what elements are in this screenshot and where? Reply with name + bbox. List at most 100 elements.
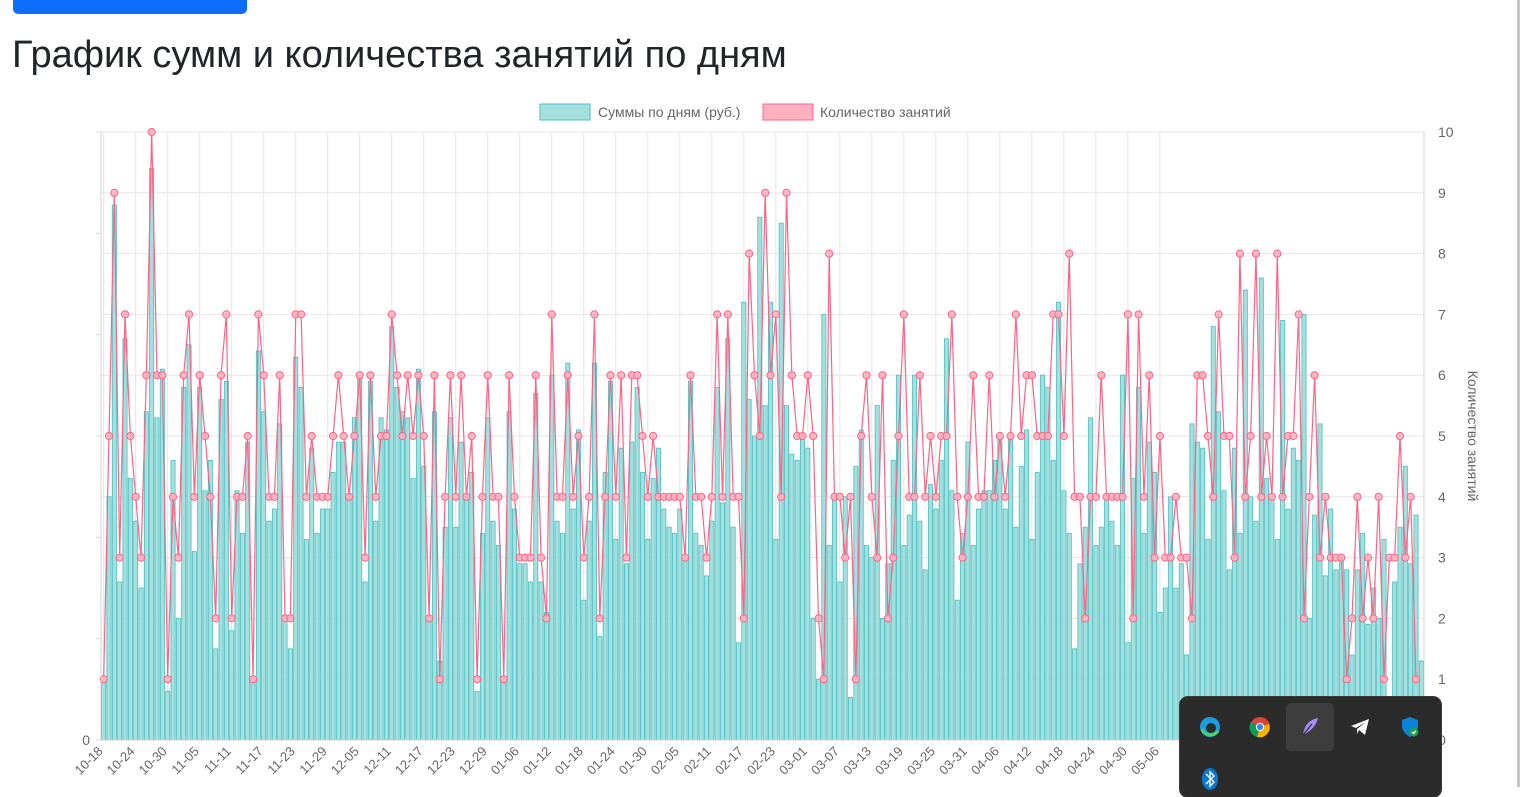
count-point [446, 371, 455, 380]
count-point [222, 310, 231, 319]
bar [874, 405, 880, 741]
bar [154, 417, 160, 741]
count-point [1155, 431, 1165, 441]
edge-icon[interactable] [1186, 703, 1234, 751]
count-point [296, 310, 306, 319]
y-right-tick-label: 9 [1438, 185, 1446, 201]
bar [976, 508, 982, 741]
count-point [1230, 553, 1239, 562]
count-point [707, 492, 716, 501]
line-series-count [99, 127, 1421, 684]
count-point [622, 553, 631, 562]
bar [453, 526, 459, 741]
bar [133, 520, 139, 741]
bar [864, 545, 870, 741]
bar [736, 642, 741, 741]
count-point [1171, 492, 1181, 501]
x-tick-label: 03-13 [840, 744, 874, 778]
count-point [809, 431, 818, 441]
count-point [697, 492, 706, 501]
bar [901, 545, 907, 741]
bar [319, 508, 325, 741]
bar [277, 423, 283, 741]
count-point [1123, 310, 1133, 319]
bar [1210, 326, 1216, 741]
bar [1034, 472, 1040, 741]
bar [543, 611, 549, 741]
bar [298, 386, 304, 741]
page-scrollbar[interactable] [1511, 0, 1523, 787]
bar [597, 636, 603, 741]
count-point [1262, 431, 1271, 441]
bar [143, 411, 149, 741]
bar [287, 648, 293, 741]
bar [282, 618, 288, 741]
count-point [814, 614, 823, 623]
bar [639, 472, 645, 741]
count-point [1006, 431, 1015, 441]
count-point [1347, 614, 1357, 623]
count-point [451, 492, 460, 501]
chart-legend[interactable]: Суммы по дням (руб.) Количество занятий [539, 103, 951, 121]
bar [981, 490, 987, 741]
count-point [435, 675, 444, 684]
x-tick-label: 04-18 [1032, 744, 1066, 778]
count-point [206, 492, 215, 501]
count-point [414, 371, 423, 380]
count-point [307, 431, 316, 441]
bar [223, 380, 229, 741]
bar [1136, 386, 1142, 741]
count-point [1390, 553, 1399, 562]
bar [762, 405, 768, 741]
feather-icon[interactable] [1286, 703, 1334, 751]
count-point [163, 675, 172, 684]
bar [650, 478, 656, 741]
count-point [963, 492, 972, 501]
bar [303, 538, 309, 741]
count-point [248, 675, 258, 684]
chrome-icon[interactable] [1236, 703, 1284, 751]
count-point [1310, 371, 1319, 380]
bluetooth-icon[interactable] [1199, 766, 1221, 792]
count-point [147, 127, 156, 137]
count-point [99, 675, 108, 684]
bar [645, 538, 651, 741]
x-tick-label: 03-01 [776, 744, 810, 778]
bar [346, 496, 352, 741]
count-point [782, 188, 791, 197]
count-point [254, 310, 263, 319]
x-tick-label: 04-12 [1000, 744, 1034, 778]
count-point [158, 371, 167, 380]
x-tick-label: 01-12 [520, 744, 554, 778]
count-point [958, 553, 967, 562]
count-point [985, 371, 994, 380]
count-point [531, 371, 540, 380]
count-point [867, 492, 876, 501]
bar [1162, 587, 1168, 741]
count-point [1214, 310, 1223, 319]
count-point [371, 492, 380, 501]
bar [906, 514, 912, 741]
count-point [862, 371, 871, 380]
bar [970, 545, 976, 741]
bar [1002, 508, 1008, 741]
top-action-button[interactable] [13, 0, 247, 14]
security-shield-icon[interactable] [1386, 703, 1434, 751]
count-point [419, 431, 428, 441]
y-right-tick-label: 4 [1438, 489, 1446, 505]
bar [314, 532, 320, 741]
telegram-icon[interactable] [1336, 703, 1384, 751]
bar [922, 569, 928, 741]
bar [570, 508, 576, 741]
bar [720, 502, 725, 741]
bar [805, 447, 811, 741]
count-point [915, 371, 924, 380]
bar [586, 520, 592, 741]
bar [1029, 538, 1035, 741]
count-point [355, 371, 364, 380]
count-point [382, 431, 391, 441]
page-title: График сумм и количества занятий по дням [12, 34, 787, 76]
count-point [366, 371, 375, 380]
count-point [889, 553, 898, 562]
count-point [1273, 249, 1282, 258]
